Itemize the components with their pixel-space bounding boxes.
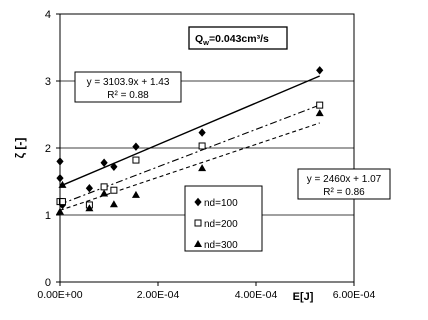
equation-nd100: y = 3103.9x + 1.43 [87,77,170,88]
trendline-nd100 [59,75,320,187]
y-tick-label: 4 [45,9,51,21]
point-nd200 [110,186,118,194]
legend-marker-nd300 [194,240,202,247]
x-tick-label: 2.00E-04 [137,289,180,301]
y-axis-label: ζ [-] [13,138,27,159]
legend-label: nd=100 [204,198,238,209]
x-axis-label: E[J] [293,291,314,303]
r2-nd300: R² = 0.86 [323,187,365,198]
point-nd200 [198,142,206,150]
condition-box: Qw=0.043cm³/s [188,26,288,50]
equation-box-nd300: y = 2460x + 1.07 R² = 0.86 [297,168,391,200]
condition-value: =0.043cm³/s [209,33,269,45]
point-nd300 [85,204,94,212]
r2-nd100: R² = 0.88 [107,90,149,101]
point-nd200 [100,183,108,191]
point-nd100 [100,158,108,167]
point-nd100 [110,162,118,171]
legend-label: nd=200 [204,219,238,230]
point-nd200 [316,101,324,109]
legend-marker-nd100 [194,197,202,207]
x-tick-label: 0.00E+00 [37,289,82,301]
legend-marker-nd200 [194,219,202,227]
equation-nd300: y = 2460x + 1.07 [307,174,382,185]
y-tick-label: 1 [45,210,51,222]
point-nd300 [100,189,109,197]
axis-ticks: 0 1 2 3 4 0.00E+00 2.00E-04 4.00E-04 6.00E-04 [37,9,375,301]
x-tick-label: 6.00E-04 [333,289,376,301]
condition-subscript: w [202,38,209,47]
x-tick-label: 4.00E-04 [235,289,278,301]
point-nd200 [58,198,66,206]
legend: nd=100 nd=200 nd=300 [184,185,263,252]
point-nd200 [132,156,140,164]
condition-prefix: Q [195,33,203,45]
y-tick-label: 0 [45,277,51,289]
point-nd300 [131,190,140,198]
svg-text:Qw=0.043cm³/s: Qw=0.043cm³/s [195,33,269,47]
point-nd100 [198,128,206,137]
point-nd300 [315,109,324,117]
y-tick-label: 2 [45,143,51,155]
equation-box-nd100: y = 3103.9x + 1.43 R² = 0.88 [74,71,182,103]
point-nd100 [316,66,324,75]
data-points [56,66,324,215]
point-nd100 [132,142,140,151]
point-nd100 [85,184,93,193]
y-tick-label: 3 [45,76,51,88]
point-nd300 [198,164,207,172]
legend-label: nd=300 [204,240,238,251]
point-nd300 [109,200,118,208]
